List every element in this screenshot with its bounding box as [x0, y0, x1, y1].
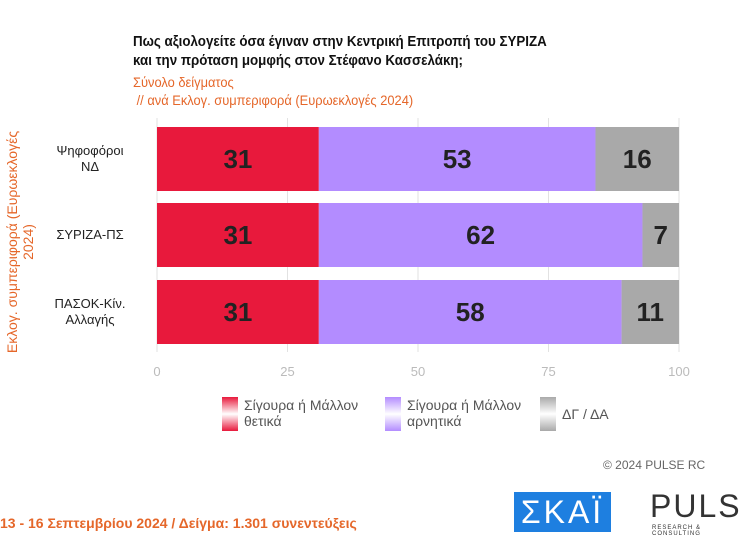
skai-logo: ΣΚΑΪ — [514, 492, 611, 532]
category-label: Ψηφοφόροι ΝΔ — [56, 143, 124, 174]
bar-segment — [642, 203, 679, 267]
data-label: 62 — [466, 220, 495, 250]
legend-label: Σίγουρα ή Μάλλον θετικά — [244, 397, 359, 429]
pulse-logo-subtitle: RESEARCH & CONSULTING — [652, 525, 702, 537]
bar-segment — [621, 280, 679, 344]
data-label: 16 — [623, 144, 652, 174]
legend-swatch — [540, 397, 556, 431]
legend-swatch — [385, 397, 401, 431]
category-label: ΣΥΡΙΖΑ-ΠΣ — [56, 227, 124, 242]
legend-label: ΔΓ / ΔΑ — [562, 406, 609, 422]
chart-title: Πως αξιολογείτε όσα έγιναν στην Κεντρική… — [133, 34, 547, 69]
bar-segment — [318, 203, 643, 267]
legend-label: Σίγουρα ή Μάλλον αρνητικά — [407, 397, 522, 429]
x-tick-label: 50 — [411, 364, 425, 379]
bar-segment — [318, 280, 622, 344]
data-label: 31 — [223, 144, 252, 174]
category-label: ΠΑΣΟΚ-Κίν. Αλλαγής — [54, 296, 126, 327]
data-label: 58 — [456, 297, 485, 327]
x-tick-label: 100 — [668, 364, 690, 379]
bar-segment — [157, 203, 319, 267]
data-label: 31 — [223, 220, 252, 250]
x-tick-label: 75 — [541, 364, 555, 379]
chart-subtitle-2: // ανά Εκλογ. συμπεριφορά (Ευρωεκλογές 2… — [133, 92, 414, 108]
pulse-logo: PULSE — [650, 488, 741, 524]
chart-subtitle: Σύνολο δείγματος — [133, 74, 234, 90]
x-tick-label: 25 — [280, 364, 294, 379]
x-tick-label: 0 — [153, 364, 160, 379]
data-label: 53 — [443, 144, 472, 174]
footer-sample-info: 13 - 16 Σεπτεμβρίου 2024 / Δείγμα: 1.301… — [0, 515, 357, 531]
data-label: 11 — [637, 297, 665, 327]
copyright: © 2024 PULSE RC — [603, 458, 706, 472]
bar-segment — [318, 127, 596, 191]
data-label: 7 — [653, 220, 667, 250]
legend-swatch — [222, 397, 238, 431]
bar-segment — [157, 280, 319, 344]
data-label: 31 — [223, 297, 252, 327]
bar-segment — [157, 127, 319, 191]
stacked-bar-chart: 0 25 50 75 100 31 53 16 31 62 7 31 58 11 — [153, 118, 690, 379]
bar-segment — [595, 127, 679, 191]
